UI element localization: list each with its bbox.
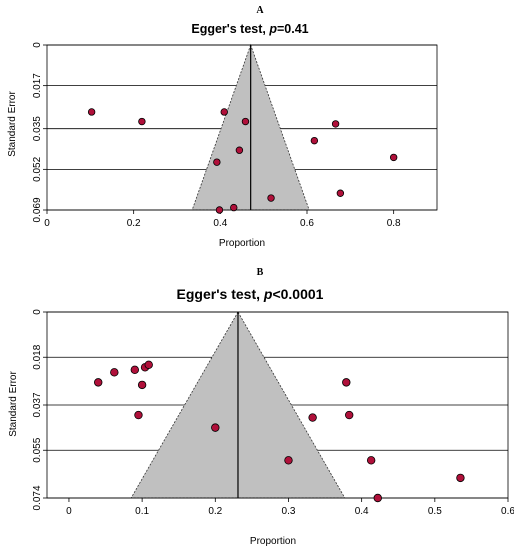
panel-b-y-ticks: 0 0.018 0.037 0.055 0.074 xyxy=(32,309,47,511)
panel-b-x-tick-label-3: 0.3 xyxy=(282,506,296,517)
panel-b-point-0 xyxy=(94,378,103,387)
panel-b-y-tick-label-0: 0 xyxy=(32,309,43,315)
panel-a-y-tick-label-1: 0.017 xyxy=(32,73,43,98)
panel-a-x-axis-label: Proportion xyxy=(219,238,265,249)
panel-a-point-1 xyxy=(138,117,146,126)
panel-a-point-3 xyxy=(241,117,250,126)
panel-a-point-7 xyxy=(213,158,221,166)
panel-a: A Egger's test, p=0.41 Proportion Standa… xyxy=(7,5,438,249)
panel-b-x-tick-label-0: 0 xyxy=(66,506,72,517)
panel-a-point-0 xyxy=(87,108,96,116)
panel-a-title-prefix: Egger's test, xyxy=(191,22,269,36)
panel-a-letter: A xyxy=(256,5,264,16)
panel-a-x-tick-label-0: 0 xyxy=(44,218,50,229)
panel-a-point-2 xyxy=(220,108,228,116)
panel-a-y-axis-label: Standard Error xyxy=(7,91,18,157)
panel-a-x-tick-label-4: 0.8 xyxy=(387,218,401,229)
panel-b-point-10 xyxy=(345,410,354,420)
panel-b-point-13 xyxy=(456,473,465,483)
panel-a-x-ticks: 0 0.2 0.4 0.6 0.8 xyxy=(44,210,401,229)
panel-b-x-tick-label-4: 0.4 xyxy=(355,506,369,517)
panel-b-point-2 xyxy=(130,365,140,375)
panel-b-x-tick-label-5: 0.5 xyxy=(428,506,442,517)
panel-b-point-14 xyxy=(373,493,382,503)
panel-a-y-ticks: 0 0.017 0.035 0.052 0.069 xyxy=(32,42,47,223)
panel-a-x-tick-label-2: 0.4 xyxy=(213,218,227,229)
panel-a-y-tick-label-0: 0 xyxy=(32,42,43,48)
panel-b-point-12 xyxy=(366,456,376,465)
panel-a-point-5 xyxy=(310,136,319,145)
panel-b-x-tick-label-6: 0.6 xyxy=(501,506,514,517)
panel-b-x-axis-label: Proportion xyxy=(250,536,296,547)
panel-b-x-tick-label-2: 0.2 xyxy=(208,506,222,517)
panel-a-x-tick-label-3: 0.6 xyxy=(300,218,314,229)
panel-b-y-tick-label-4: 0.074 xyxy=(32,485,43,510)
panel-b: B Egger's test, p<0.0001 Proportion Stan… xyxy=(8,267,514,547)
panel-a-title-p: p xyxy=(268,22,277,36)
panel-b-point-8 xyxy=(342,378,351,387)
panel-b-point-1 xyxy=(110,368,119,377)
panel-a-point-12 xyxy=(230,203,238,212)
panel-b-x-tick-label-1: 0.1 xyxy=(135,506,149,517)
panel-b-y-tick-label-3: 0.055 xyxy=(32,437,43,462)
panel-a-points xyxy=(87,108,398,214)
panel-a-point-4 xyxy=(331,120,340,128)
panel-a-title: Egger's test, p=0.41 xyxy=(191,22,308,36)
panel-b-title-p: p xyxy=(263,286,273,302)
panel-b-title: Egger's test, p<0.0001 xyxy=(177,286,324,302)
panel-b-point-6 xyxy=(134,410,143,420)
panel-b-title-suffix: <0.0001 xyxy=(272,286,323,302)
panel-a-point-6 xyxy=(235,146,244,154)
panel-b-point-5 xyxy=(137,380,147,390)
panel-a-point-11 xyxy=(215,206,224,214)
panel-b-y-axis-label: Standard Error xyxy=(8,371,19,437)
panel-a-x-tick-label-1: 0.2 xyxy=(127,218,141,229)
panel-a-point-9 xyxy=(267,194,275,202)
panel-b-point-4 xyxy=(144,360,153,369)
panel-b-point-9 xyxy=(308,413,317,422)
panel-b-y-tick-label-2: 0.037 xyxy=(32,392,43,417)
panel-a-y-tick-label-3: 0.052 xyxy=(32,156,43,181)
panel-a-point-8 xyxy=(389,153,398,162)
panel-a-plot-frame xyxy=(46,44,438,211)
panel-b-x-ticks: 0 0.1 0.2 0.3 0.4 0.5 0.6 xyxy=(66,498,514,517)
panel-b-y-tick-label-1: 0.018 xyxy=(32,344,43,369)
panel-a-y-tick-label-2: 0.035 xyxy=(32,116,43,141)
panel-b-point-11 xyxy=(284,456,293,465)
panel-b-points xyxy=(94,360,465,503)
panel-b-letter: B xyxy=(257,267,264,278)
panel-a-title-suffix: =0.41 xyxy=(277,22,309,36)
panel-b-point-7 xyxy=(211,423,220,432)
panel-a-point-10 xyxy=(336,189,345,197)
panel-b-title-prefix: Egger's test, xyxy=(177,286,264,302)
panel-a-y-tick-label-4: 0.069 xyxy=(32,197,43,222)
